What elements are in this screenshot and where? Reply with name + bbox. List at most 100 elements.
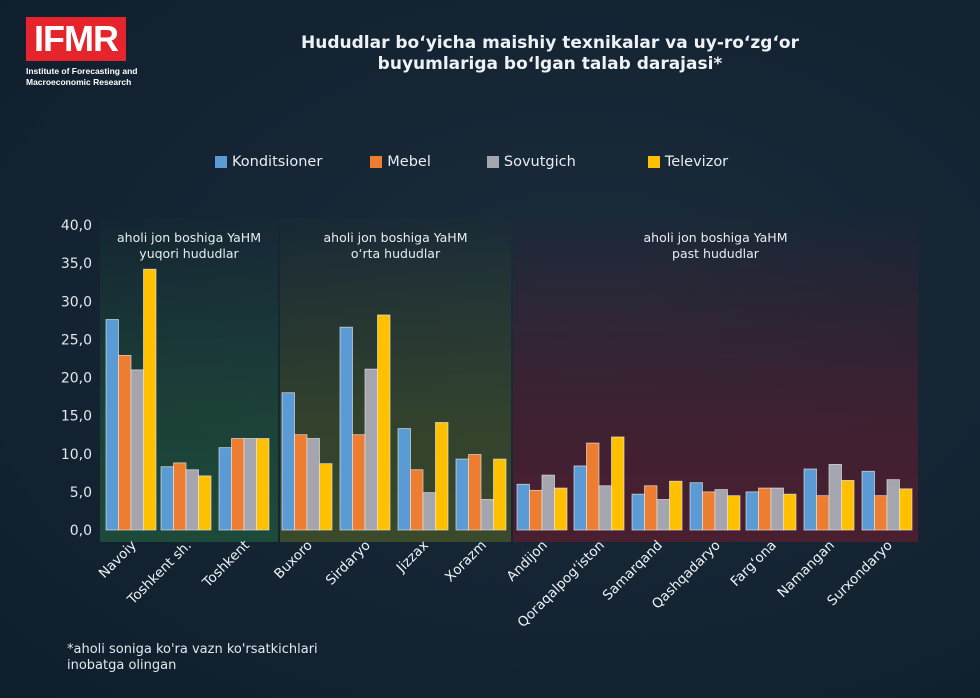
bar-mebel — [586, 442, 600, 531]
bar-konditsioner — [281, 392, 295, 531]
bar-mebel — [410, 469, 424, 531]
bar-televizor — [554, 487, 568, 531]
region-label-line1: aholi jon boshiga YaHM — [117, 230, 261, 245]
legend-item: Mebel — [370, 154, 431, 170]
bar-mebel — [231, 438, 245, 531]
footnote: *aholi soniga ko'ra vazn ko'rsatkichlari… — [67, 642, 318, 673]
bar-mebel — [173, 462, 187, 531]
chart-title-line1: Hududlar bo‘yicha maishiy texnikalar va … — [301, 33, 799, 53]
bar-konditsioner — [689, 482, 703, 531]
bar-sovutgich — [243, 438, 257, 531]
bar-televizor — [783, 493, 797, 531]
bar-konditsioner — [397, 428, 411, 531]
y-tick-label: 30,0 — [61, 294, 92, 310]
logo-subtitle-line1: Institute of Forecasting and — [26, 66, 138, 76]
bar-konditsioner — [516, 483, 530, 531]
bar-mebel — [468, 454, 482, 531]
y-tick-label: 0,0 — [70, 523, 92, 539]
bar-sovutgich — [656, 499, 670, 531]
legend-label: Konditsioner — [232, 154, 323, 170]
bar-konditsioner — [631, 493, 645, 531]
bar-sovutgich — [422, 492, 436, 531]
legend-label: Sovutgich — [503, 154, 576, 170]
bar-konditsioner — [745, 491, 759, 531]
bar-mebel — [816, 495, 830, 531]
logo-subtitle-line2: Macroeconomic Research — [26, 77, 132, 87]
bar-sovutgich — [185, 469, 199, 531]
y-tick-label: 20,0 — [61, 371, 92, 387]
bar-mebel — [352, 434, 366, 531]
legend-item: Televizor — [647, 154, 729, 170]
x-tick-label: Toshkent — [199, 538, 253, 592]
bar-televizor — [256, 438, 270, 531]
legend-swatch — [215, 156, 227, 168]
y-tick-label: 25,0 — [61, 332, 92, 348]
logo-wordmark: IFMR — [26, 17, 126, 61]
x-tick-label: Jizzax — [393, 538, 432, 577]
bar-televizor — [435, 422, 449, 531]
bar-mebel — [758, 487, 772, 531]
bar-sovutgich — [828, 464, 842, 531]
y-tick-label: 15,0 — [61, 409, 92, 425]
y-tick-label: 40,0 — [61, 218, 92, 234]
x-tick-label: Farg‘ona — [727, 538, 779, 590]
bar-mebel — [702, 491, 716, 531]
region-label-line2: o‘rta hududlar — [351, 246, 441, 261]
legend-label: Televizor — [664, 154, 729, 170]
bar-konditsioner — [573, 465, 587, 531]
x-tick-label: Xorazm — [442, 538, 490, 586]
x-tick-label: Buxoro — [271, 538, 316, 583]
bar-sovutgich — [306, 438, 320, 531]
chart-title-line2: buyumlariga bo‘lgan talab darajasi* — [377, 54, 723, 74]
bar-konditsioner — [339, 326, 353, 531]
legend-label: Mebel — [387, 154, 431, 170]
bar-sovutgich — [364, 368, 378, 531]
legend-item: Sovutgich — [486, 154, 576, 170]
bar-mebel — [529, 489, 543, 531]
x-tick-label: Andijon — [504, 538, 551, 585]
legend-swatch — [647, 156, 660, 168]
bar-sovutgich — [480, 499, 494, 531]
bar-mebel — [294, 434, 308, 531]
bar-konditsioner — [160, 466, 174, 531]
region-label-line1: aholi jon boshiga YaHM — [324, 230, 468, 245]
bar-televizor — [727, 495, 741, 531]
x-tick-label: Navoiy — [96, 538, 140, 582]
chart-title: Hududlar bo‘yicha maishiy texnikalar va … — [250, 33, 850, 75]
bar-sovutgich — [886, 479, 900, 531]
bar-mebel — [118, 354, 132, 531]
region-label-line1: aholi jon boshiga YaHM — [644, 230, 788, 245]
legend-item: Konditsioner — [215, 154, 322, 170]
logo-subtitle: Institute of Forecasting and Macroeconom… — [26, 66, 138, 88]
legend: Konditsioner Mebel Sovutgich Televizor — [215, 154, 728, 170]
bar-mebel — [644, 485, 658, 531]
bar-televizor — [899, 488, 913, 531]
region-label-line2: yuqori hududlar — [139, 246, 239, 261]
bar-konditsioner — [861, 470, 875, 531]
region-label-line2: past hududlar — [672, 246, 760, 261]
bar-televizor — [377, 314, 391, 531]
x-tick-label: Sirdaryo — [323, 538, 374, 589]
bar-televizor — [493, 458, 507, 531]
bar-sovutgich — [714, 489, 728, 531]
y-tick-label: 35,0 — [61, 256, 92, 272]
bar-televizor — [669, 480, 683, 531]
bar-televizor — [611, 436, 625, 531]
bar-sovutgich — [541, 474, 555, 531]
y-tick-label: 10,0 — [61, 447, 92, 463]
bar-sovutgich — [770, 487, 784, 531]
bar-televizor — [198, 475, 212, 531]
bar-televizor — [841, 480, 855, 531]
bar-televizor — [143, 268, 157, 531]
bar-konditsioner — [105, 319, 119, 531]
legend-swatch — [370, 156, 383, 168]
legend-swatch — [486, 156, 499, 168]
ifmr-logo: IFMR Institute of Forecasting and Macroe… — [26, 17, 138, 88]
bar-sovutgich — [130, 369, 144, 531]
x-tick-label: Namangan — [774, 538, 837, 601]
bar-konditsioner — [803, 468, 817, 531]
bar-konditsioner — [455, 458, 469, 531]
bar-konditsioner — [218, 447, 232, 531]
bar-televizor — [319, 463, 333, 531]
